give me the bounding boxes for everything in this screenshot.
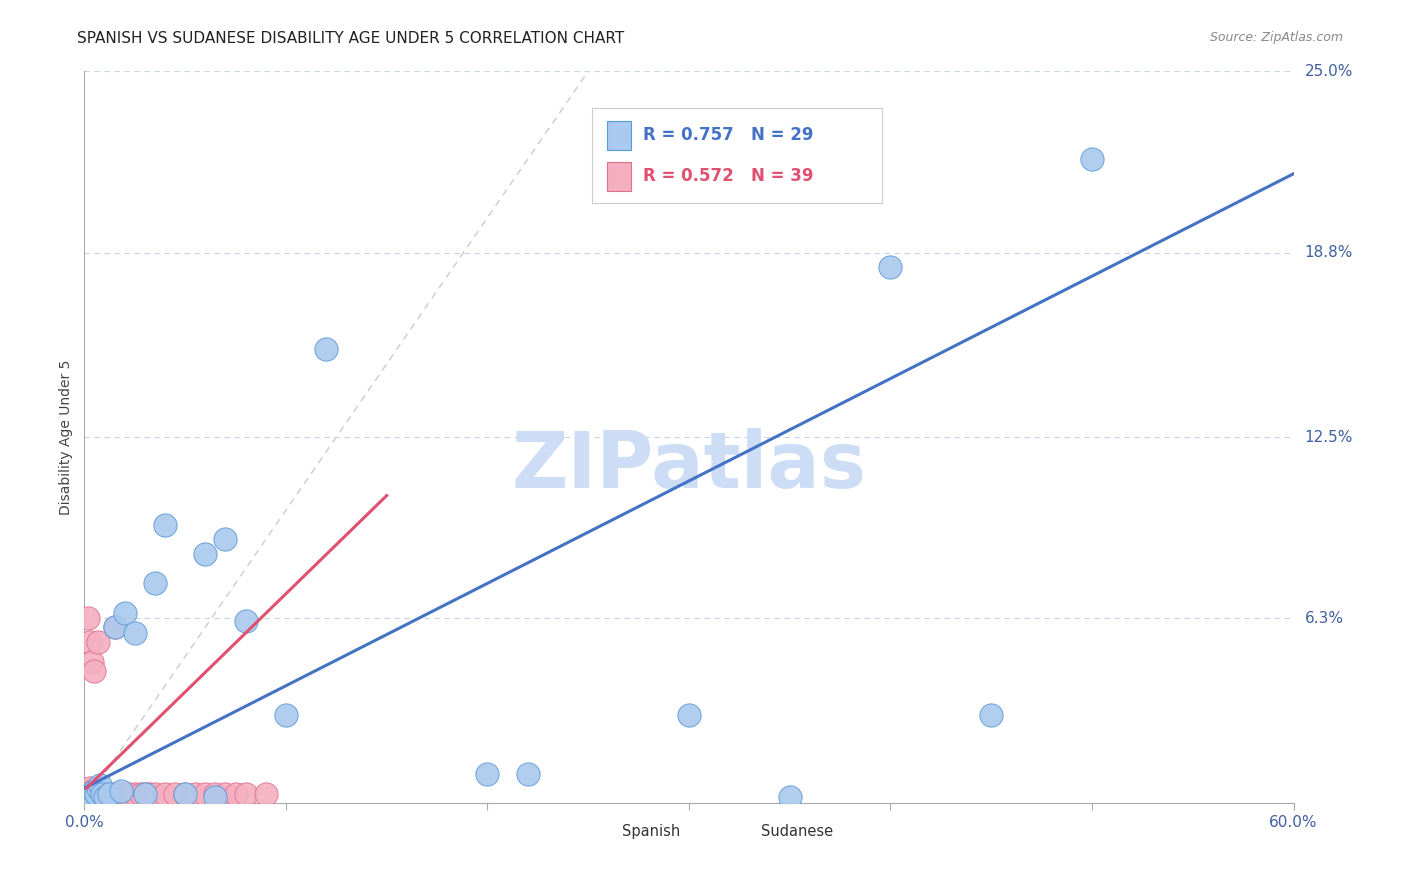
Point: [97, 787, 120, 801]
Text: Source: ZipAtlas.com: Source: ZipAtlas.com: [1209, 31, 1343, 45]
Point: [83, 787, 105, 801]
Point: [980, 708, 1002, 723]
Point: [107, 787, 129, 801]
Point: [204, 789, 226, 804]
Point: [204, 787, 226, 801]
Text: Spanish: Spanish: [623, 824, 681, 838]
Point: [214, 533, 236, 547]
Point: [214, 787, 236, 801]
Point: [678, 708, 700, 723]
Point: [86, 787, 108, 801]
Point: [143, 787, 166, 801]
Point: [879, 260, 901, 275]
Point: [274, 708, 297, 723]
Text: R = 0.572   N = 39: R = 0.572 N = 39: [643, 167, 814, 186]
Point: [194, 547, 217, 561]
Point: [89, 778, 111, 792]
Point: [91, 787, 114, 801]
Point: [89, 787, 111, 801]
Text: R = 0.757   N = 29: R = 0.757 N = 29: [643, 127, 814, 145]
Point: [89, 787, 111, 801]
Point: [143, 576, 166, 591]
Point: [1081, 152, 1104, 166]
Point: [82, 784, 104, 798]
Text: 25.0%: 25.0%: [1305, 64, 1353, 78]
Point: [165, 787, 187, 801]
Point: [83, 787, 105, 801]
Point: [129, 787, 152, 801]
Point: [87, 781, 110, 796]
Point: [79, 635, 101, 649]
Point: [235, 787, 257, 801]
Point: [104, 620, 127, 634]
Point: [93, 787, 115, 801]
Point: [118, 787, 141, 801]
Point: [516, 766, 538, 780]
Point: [93, 789, 115, 804]
Point: [194, 787, 217, 801]
Text: 6.3%: 6.3%: [1305, 611, 1344, 626]
Point: [174, 787, 197, 801]
Point: [91, 787, 114, 801]
Point: [86, 787, 108, 801]
Point: [153, 517, 176, 532]
Point: [254, 787, 277, 801]
Point: [114, 606, 136, 620]
Point: [100, 787, 122, 801]
Point: [174, 787, 197, 801]
Text: ZIPatlas: ZIPatlas: [512, 428, 866, 504]
Text: 12.5%: 12.5%: [1305, 430, 1353, 444]
Bar: [592, 820, 616, 843]
Text: 18.8%: 18.8%: [1305, 245, 1353, 260]
Point: [77, 611, 100, 625]
Point: [134, 787, 156, 801]
Point: [110, 784, 132, 798]
Point: [779, 789, 801, 804]
Point: [124, 787, 146, 801]
Point: [114, 787, 136, 801]
Point: [97, 787, 120, 801]
Point: [86, 787, 108, 801]
Bar: [731, 820, 755, 843]
Point: [79, 781, 101, 796]
Point: [225, 787, 247, 801]
Point: [134, 787, 156, 801]
Bar: [607, 120, 631, 150]
Point: [96, 787, 118, 801]
Point: [83, 664, 105, 678]
Point: [315, 343, 337, 357]
Point: [87, 784, 110, 798]
Text: SPANISH VS SUDANESE DISABILITY AGE UNDER 5 CORRELATION CHART: SPANISH VS SUDANESE DISABILITY AGE UNDER…: [77, 31, 624, 46]
FancyBboxPatch shape: [592, 108, 883, 203]
Bar: [607, 161, 631, 191]
Point: [93, 787, 115, 801]
Point: [124, 626, 146, 640]
Point: [477, 766, 499, 780]
Y-axis label: Disability Age Under 5: Disability Age Under 5: [59, 359, 73, 515]
Point: [138, 787, 160, 801]
Text: Sudanese: Sudanese: [762, 824, 834, 838]
Point: [82, 656, 104, 670]
Point: [79, 787, 101, 801]
Point: [87, 635, 110, 649]
Point: [184, 787, 207, 801]
Point: [153, 787, 176, 801]
Point: [235, 615, 257, 629]
Point: [83, 784, 105, 798]
Point: [104, 620, 127, 634]
